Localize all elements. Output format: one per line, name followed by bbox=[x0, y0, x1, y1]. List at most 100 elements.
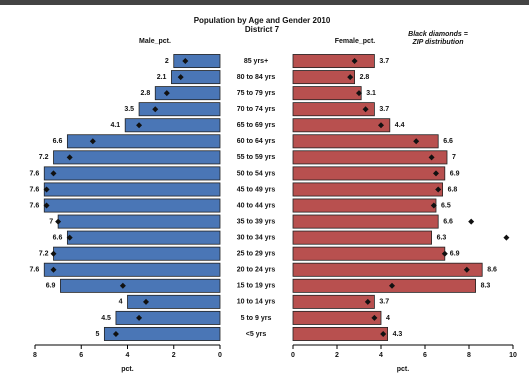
zip-diamond bbox=[112, 330, 119, 337]
value-label: 6.9 bbox=[46, 283, 56, 290]
value-label: 7 bbox=[452, 154, 456, 161]
zip-diamond bbox=[43, 202, 50, 209]
chart-subtitle: District 7 bbox=[245, 25, 280, 34]
x-tick-label: 0 bbox=[218, 352, 222, 359]
category-label: 85 yrs+ bbox=[244, 58, 268, 65]
zip-diamond bbox=[463, 266, 470, 273]
zip-diamond bbox=[362, 106, 369, 113]
value-label: 7.6 bbox=[30, 186, 40, 193]
value-label: 6.6 bbox=[53, 234, 63, 241]
bar bbox=[173, 54, 221, 69]
zip-diamond bbox=[50, 170, 57, 177]
value-label: 2.8 bbox=[360, 74, 370, 81]
bar bbox=[53, 246, 221, 261]
x-tick-label: 4 bbox=[126, 352, 130, 359]
annotation: ZIP distribution bbox=[411, 39, 463, 46]
bar bbox=[103, 326, 221, 341]
category-label: 30 to 34 yrs bbox=[237, 234, 276, 241]
value-label: 3.7 bbox=[379, 106, 389, 113]
value-label: 5 bbox=[95, 331, 99, 338]
x-tick-label: 10 bbox=[509, 352, 517, 359]
value-label: 8.6 bbox=[487, 267, 497, 274]
zip-diamond bbox=[503, 234, 510, 241]
bar bbox=[292, 278, 477, 293]
zip-diamond bbox=[371, 314, 378, 321]
bar bbox=[43, 166, 221, 181]
category-label: 15 to 19 yrs bbox=[237, 283, 276, 290]
category-label: 10 to 14 yrs bbox=[237, 299, 276, 306]
bar bbox=[60, 278, 221, 293]
x-tick-label: 6 bbox=[79, 352, 83, 359]
value-label: 3.7 bbox=[379, 299, 389, 306]
bar bbox=[171, 70, 221, 85]
category-label: 45 to 49 yrs bbox=[237, 186, 276, 193]
bar bbox=[53, 150, 221, 165]
value-label: 7.6 bbox=[30, 202, 40, 209]
value-label: 6.6 bbox=[443, 218, 453, 225]
x-tick-label: 0 bbox=[291, 352, 295, 359]
bar bbox=[292, 102, 375, 117]
bar bbox=[127, 294, 221, 309]
zip-diamond bbox=[136, 122, 143, 129]
zip-diamond bbox=[66, 154, 73, 161]
zip-diamond bbox=[89, 138, 96, 145]
category-label: 65 to 69 yrs bbox=[237, 122, 276, 129]
category-label: 5 to 9 yrs bbox=[241, 315, 272, 322]
x-tick-label: 8 bbox=[33, 352, 37, 359]
zip-diamond bbox=[50, 250, 57, 257]
zip-diamond bbox=[152, 106, 159, 113]
bar bbox=[43, 198, 221, 213]
zip-diamond bbox=[356, 90, 362, 97]
value-label: 7 bbox=[49, 218, 53, 225]
bar bbox=[292, 70, 355, 85]
zip-diamond bbox=[119, 282, 126, 289]
value-label: 4 bbox=[119, 299, 123, 306]
bar bbox=[66, 134, 221, 149]
value-label: 4.4 bbox=[395, 122, 405, 129]
value-label: 6.6 bbox=[53, 138, 63, 145]
x-tick-label: 8 bbox=[467, 352, 471, 359]
value-label: 6.5 bbox=[441, 202, 451, 209]
x-tick-label: 2 bbox=[335, 352, 339, 359]
value-label: 6.9 bbox=[450, 251, 460, 258]
bar bbox=[154, 86, 221, 101]
value-label: 2 bbox=[165, 58, 169, 65]
zip-diamond bbox=[389, 282, 395, 289]
value-label: 2.1 bbox=[157, 74, 167, 81]
bar bbox=[292, 198, 437, 213]
annotation: Black diamonds = bbox=[408, 31, 468, 38]
zip-diamond bbox=[380, 330, 387, 337]
value-label: 4.5 bbox=[101, 315, 111, 322]
bar bbox=[292, 326, 388, 341]
bar bbox=[292, 230, 433, 245]
zip-diamond bbox=[468, 218, 475, 225]
bar bbox=[115, 310, 221, 325]
value-label: 3.5 bbox=[124, 106, 134, 113]
value-label: 6.3 bbox=[437, 234, 447, 241]
category-label: 80 to 84 yrs bbox=[237, 74, 276, 81]
chart-title: Population by Age and Gender 2010 bbox=[194, 16, 331, 25]
bar bbox=[292, 294, 375, 309]
bar bbox=[292, 54, 375, 69]
bar bbox=[292, 86, 362, 101]
bar bbox=[66, 230, 221, 245]
zip-diamond bbox=[378, 122, 384, 129]
bar bbox=[43, 262, 221, 277]
zip-diamond bbox=[430, 202, 437, 209]
value-label: 2.8 bbox=[141, 90, 151, 97]
value-label: 7.2 bbox=[39, 251, 49, 258]
category-label: 20 to 24 yrs bbox=[237, 267, 276, 274]
zip-diamond bbox=[428, 154, 435, 161]
bar bbox=[124, 118, 221, 133]
zip-diamond bbox=[413, 138, 420, 145]
value-label: 7.6 bbox=[30, 170, 40, 177]
zip-diamond bbox=[347, 74, 354, 81]
category-label: 50 to 54 yrs bbox=[237, 170, 276, 177]
value-label: 6.6 bbox=[443, 138, 453, 145]
x-tick-label: 4 bbox=[379, 352, 383, 359]
zip-diamond bbox=[441, 250, 448, 257]
value-label: 4.3 bbox=[393, 331, 403, 338]
value-label: 3.7 bbox=[379, 58, 389, 65]
value-label: 8.3 bbox=[481, 283, 491, 290]
zip-diamond bbox=[55, 218, 62, 225]
